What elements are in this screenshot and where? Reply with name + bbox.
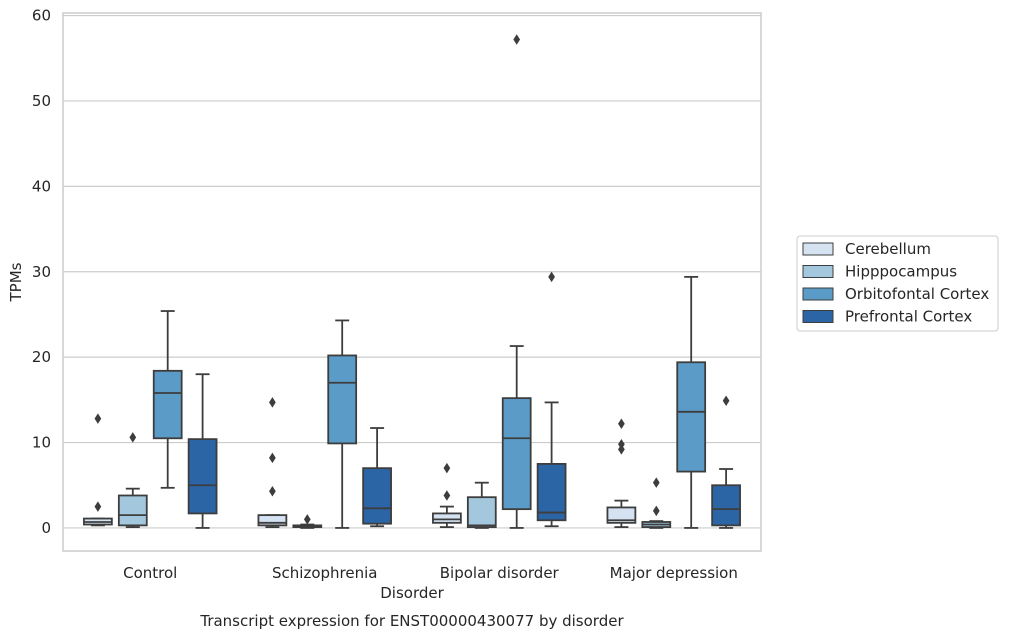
box-iqr — [711, 484, 741, 527]
box-element — [292, 514, 323, 529]
box-element — [83, 413, 113, 527]
box-element — [257, 397, 288, 528]
legend-label: Orbitofontal Cortex — [845, 285, 989, 303]
box-iqr — [152, 369, 183, 440]
y-tick-label: 20 — [32, 348, 51, 366]
y-axis-title: TPMs — [7, 262, 25, 302]
outlier-point — [652, 505, 660, 517]
outlier-point — [94, 413, 102, 424]
series-prefrontal-cortex — [187, 271, 741, 529]
legend-swatch — [802, 242, 834, 256]
figure-caption: Transcript expression for ENST0000043007… — [199, 612, 624, 630]
outlier-point — [618, 418, 625, 430]
y-tick-label: 60 — [32, 7, 51, 25]
y-tick-label: 0 — [41, 519, 51, 537]
legend-swatch — [802, 310, 834, 323]
box-element — [362, 427, 392, 528]
box-iqr — [466, 496, 497, 528]
legend-swatch — [802, 265, 834, 278]
legend-swatch — [802, 287, 834, 301]
outlier-point — [513, 34, 521, 45]
outlier-point — [618, 439, 625, 450]
legend-label: Cerebellum — [845, 240, 931, 258]
outlier-point — [548, 271, 555, 283]
plot-background — [63, 13, 761, 551]
y-tick-label: 50 — [32, 92, 51, 110]
outlier-point — [652, 477, 660, 488]
x-tick-label: Major depression — [610, 564, 738, 582]
outlier-point — [303, 514, 311, 525]
y-tick-label: 40 — [32, 177, 51, 195]
outlier-point — [722, 395, 730, 406]
series-cerebellum — [83, 397, 637, 528]
x-tick-label: Control — [123, 564, 177, 582]
box-iqr — [432, 512, 462, 524]
y-tick-label: 30 — [32, 263, 51, 281]
box-iqr — [501, 397, 532, 511]
box-element — [432, 462, 462, 528]
plot-frame — [62, 12, 762, 552]
box-element — [711, 395, 741, 529]
box-iqr — [606, 506, 637, 524]
box-element — [152, 310, 183, 489]
outlier-point — [269, 397, 276, 408]
box-series-group — [83, 34, 741, 529]
outlier-point — [94, 501, 102, 512]
x-tick-label: Schizophrenia — [272, 564, 377, 582]
y-tick-labels: 0 10 20 30 40 50 60 — [32, 7, 51, 537]
box-iqr — [187, 438, 218, 515]
box-element — [466, 481, 497, 529]
box-iqr — [257, 514, 288, 527]
y-gridlines — [63, 14, 761, 529]
outlier-point — [269, 485, 276, 497]
x-tick-labels: Control Schizophrenia Bipolar disorder Majo… — [123, 564, 738, 582]
series-hipppocampus — [117, 432, 672, 529]
outlier-point — [129, 432, 137, 443]
legend-frame — [796, 235, 999, 332]
box-element — [606, 418, 637, 528]
box-iqr — [536, 462, 567, 522]
box-element — [501, 34, 532, 529]
box-element — [187, 373, 218, 529]
outlier-point — [443, 490, 451, 501]
box-iqr — [362, 467, 392, 525]
box-element — [676, 275, 707, 529]
y-tick-label: 10 — [32, 434, 51, 452]
legend-label: Hipppocampus — [845, 263, 957, 281]
box-iqr — [327, 354, 358, 445]
x-axis-title: Disorder — [380, 584, 444, 602]
legend: Cerebellum Hipppocampus Orbitofontal Corte… — [796, 235, 999, 332]
series-orbitofontal-cortex — [152, 34, 707, 529]
box-element — [536, 271, 567, 528]
outlier-point — [269, 452, 276, 464]
x-tick-label: Bipolar disorder — [440, 564, 560, 582]
box-element — [327, 319, 358, 529]
legend-label: Prefrontal Cortex — [845, 308, 972, 326]
box-element — [117, 432, 148, 528]
box-iqr — [117, 494, 148, 527]
box-element — [641, 477, 672, 529]
outlier-point — [443, 462, 451, 474]
box-iqr — [676, 361, 707, 473]
